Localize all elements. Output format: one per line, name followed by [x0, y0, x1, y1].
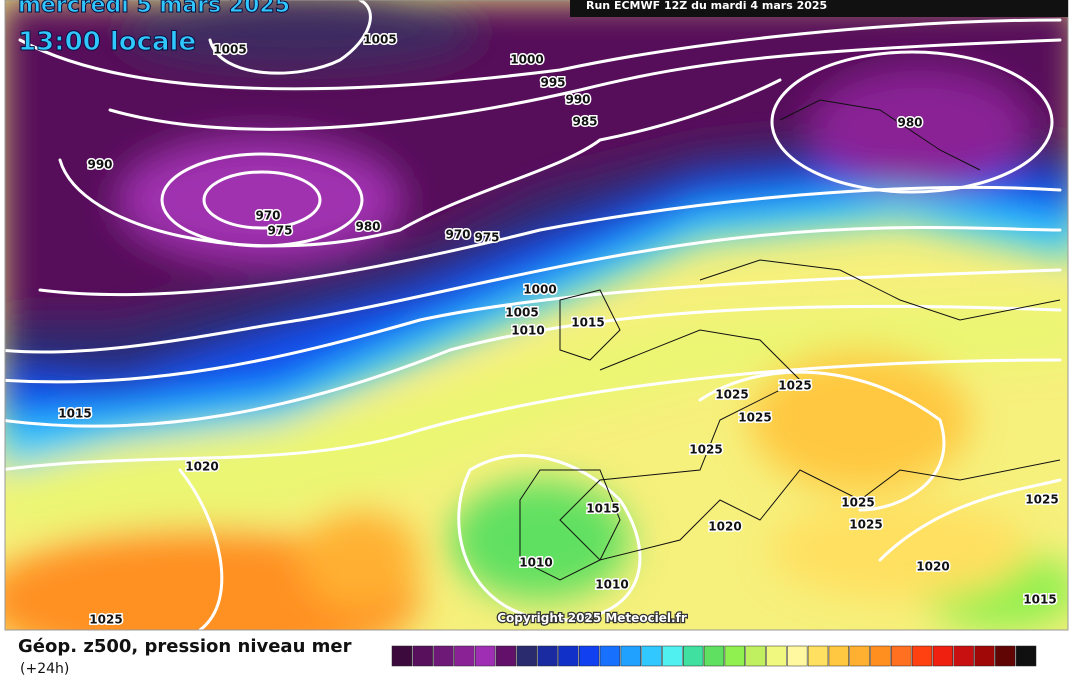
isobar-label: 985 — [572, 115, 597, 129]
legend-subtitle: (+24h) — [20, 661, 69, 675]
isobar-label: 1005 — [505, 306, 538, 320]
isobar-label: 990 — [87, 158, 112, 172]
isobar-label: 980 — [355, 220, 380, 234]
color-swatch — [995, 645, 1016, 667]
color-swatch — [620, 645, 641, 667]
coastlines — [519, 99, 1061, 581]
isobar-label: 1000 — [523, 283, 556, 297]
isobar-label: 1025 — [778, 379, 811, 393]
color-swatch — [870, 645, 891, 667]
isobar-label: 1025 — [689, 443, 722, 457]
color-swatch — [911, 645, 933, 667]
legend-title: Géop. z500, pression niveau mer — [18, 636, 352, 657]
isobar-label: 1015 — [1023, 593, 1056, 607]
color-swatch — [766, 645, 787, 667]
color-swatch — [807, 645, 829, 667]
color-swatch — [641, 645, 662, 667]
color-swatch — [683, 645, 704, 667]
run-info: Run ECMWF 12Z du mardi 4 mars 2025 — [586, 0, 827, 12]
date: mercredi 5 mars 2025 — [18, 0, 290, 18]
color-swatch — [579, 645, 600, 667]
color-swatch — [391, 645, 413, 667]
isobar-label: 1000 — [510, 53, 543, 67]
color-swatch — [537, 645, 558, 667]
isobar-label: 1015 — [571, 316, 604, 330]
isobar-label: 1025 — [89, 613, 122, 627]
color-swatch — [724, 645, 745, 667]
isobar-label: 1025 — [841, 496, 874, 510]
color-swatch — [891, 645, 912, 667]
color-swatch — [974, 645, 995, 667]
isobar-label: 970 — [255, 209, 280, 223]
color-swatch — [599, 645, 621, 667]
isobar-label: 980 — [897, 116, 922, 130]
color-swatch — [1015, 645, 1037, 667]
isobar-label: 1025 — [1025, 493, 1058, 507]
color-swatch — [828, 645, 849, 667]
isobar-label: 1010 — [511, 324, 544, 338]
copyright: Copyright 2025 Meteociel.fr — [497, 611, 687, 625]
map-frame — [4, 0, 1069, 631]
isobar-label: 990 — [565, 93, 590, 107]
color-swatch — [787, 645, 808, 667]
isobar-label: 1025 — [715, 388, 748, 402]
color-scale — [391, 645, 1037, 667]
isobar-label: 970 — [445, 228, 470, 242]
color-swatch — [412, 645, 433, 667]
isobar-label: 975 — [267, 224, 292, 238]
run-banner — [570, 0, 1068, 17]
isobar-label: 1015 — [586, 502, 619, 516]
color-swatch — [932, 645, 954, 667]
color-swatch — [433, 645, 454, 667]
isobar-label: 1020 — [916, 560, 949, 574]
isobars — [5, 0, 1062, 630]
isobar-label: 1010 — [595, 578, 628, 592]
color-swatch — [495, 645, 517, 667]
isobar-label: 1005 — [363, 33, 396, 47]
isobar-label: 1025 — [849, 518, 882, 532]
time: 13:00 locale — [18, 27, 196, 57]
color-swatch — [662, 645, 683, 667]
isobar-label: 1020 — [185, 460, 218, 474]
color-swatch — [516, 645, 537, 667]
color-swatch — [558, 645, 579, 667]
color-swatch — [953, 645, 974, 667]
color-swatch — [703, 645, 725, 667]
color-swatch — [849, 645, 870, 667]
color-swatch — [474, 645, 496, 667]
color-swatch — [745, 645, 766, 667]
isobar-label: 1015 — [58, 407, 91, 421]
isobar-label: 995 — [540, 76, 565, 90]
color-swatch — [454, 645, 475, 667]
isobar-label: 1005 — [213, 43, 246, 57]
isobar-label: 975 — [474, 231, 499, 245]
isobar-label: 1025 — [738, 411, 771, 425]
isobar-label: 1020 — [708, 520, 741, 534]
isobar-label: 1010 — [519, 556, 552, 570]
